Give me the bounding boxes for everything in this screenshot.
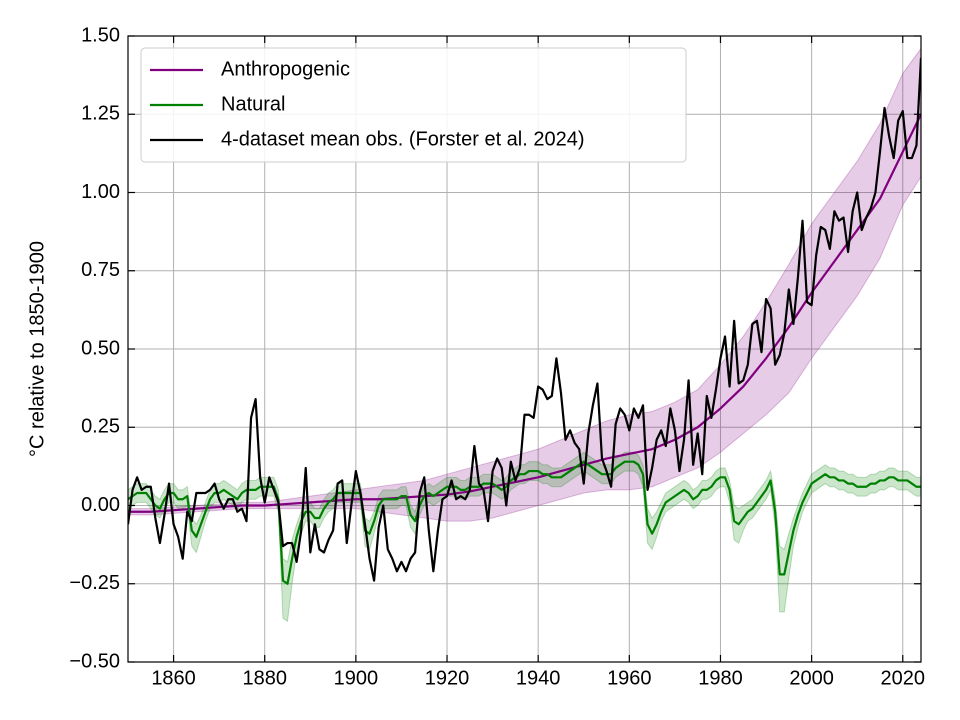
ticks: 1860 1880 1900 1920 1940 1960 1980 2000 2020 −0.5… [69,24,925,689]
legend-frame [140,47,687,163]
x-tick-label: 1860 [151,667,196,689]
series-line [128,57,921,582]
x-tick-label: 2000 [789,667,834,689]
y-tick-label: 0.25 [81,416,120,438]
x-tick-label: 1920 [425,667,470,689]
legend-label: Natural [221,93,285,115]
y-axis-label: °C relative to 1850-1900 [26,241,48,457]
y-tick-label: 1.25 [81,103,120,125]
y-tick-label: 0.50 [81,337,120,359]
plot-area [128,47,921,623]
uncertainty-band [128,47,921,522]
x-tick-label: 1940 [516,667,561,689]
y-tick-label: 1.00 [81,181,120,203]
legend-label: Anthropogenic [221,58,350,80]
legend: Anthropogenic Natural 4-dataset mean obs. … [140,47,687,163]
legend-label: 4-dataset mean obs. (Forster et al. 2024… [221,128,585,150]
y-tick-label: 1.50 [81,24,120,46]
y-tick-label: −0.50 [69,650,120,672]
y-tick-label: 0.75 [81,259,120,281]
y-tick-label: −0.25 [69,572,120,594]
x-tick-label: 1900 [334,667,379,689]
x-tick-label: 2020 [881,667,926,689]
uncertainty-band [128,451,921,623]
series-line [128,460,921,585]
y-tick-label: 0.00 [81,494,120,516]
x-tick-label: 1980 [698,667,743,689]
x-tick-label: 1960 [607,667,652,689]
x-tick-label: 1880 [242,667,287,689]
